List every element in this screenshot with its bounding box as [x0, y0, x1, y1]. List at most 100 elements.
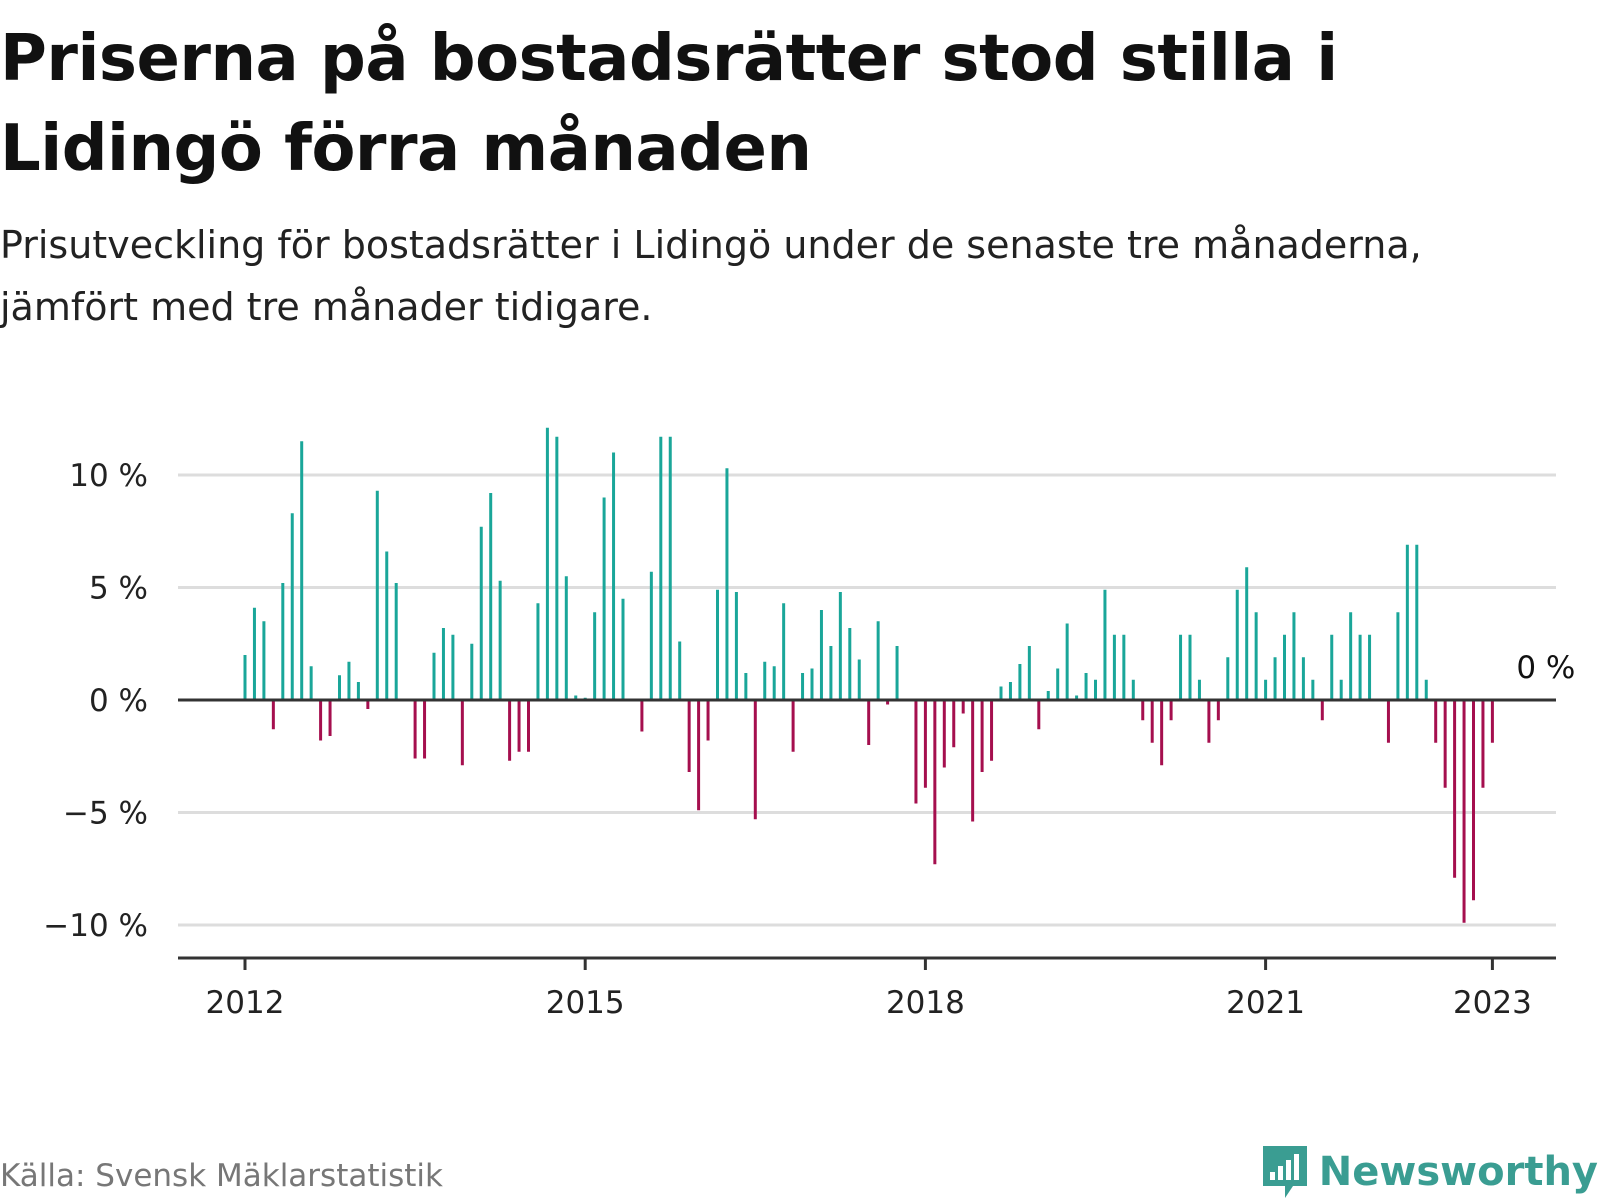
- bar: [999, 686, 1003, 700]
- bar: [782, 603, 786, 700]
- brand-logo[interactable]: Newsworthy: [1261, 1142, 1598, 1202]
- bar: [470, 643, 474, 700]
- bar: [1453, 700, 1457, 878]
- bar: [252, 607, 256, 700]
- bar: [942, 700, 946, 768]
- bar: [848, 628, 852, 700]
- chart-title: Priserna på bostadsrätter stod stilla i …: [0, 22, 1338, 186]
- bar: [290, 513, 294, 700]
- bar: [574, 695, 578, 700]
- bar: [1339, 679, 1343, 700]
- bar: [914, 700, 918, 804]
- bar: [1434, 700, 1438, 743]
- bar: [1424, 679, 1428, 700]
- y-tick-label: −10 %: [43, 908, 148, 944]
- bar: [1368, 634, 1372, 700]
- bar: [791, 700, 795, 752]
- bar: [479, 526, 483, 700]
- bar: [1103, 589, 1107, 700]
- last-value-label: 0 %: [1516, 650, 1575, 686]
- bar: [923, 700, 927, 788]
- bar: [593, 612, 597, 700]
- bar: [356, 682, 360, 700]
- bar: [697, 700, 701, 811]
- bar: [1349, 612, 1353, 700]
- bar: [952, 700, 956, 748]
- bar: [744, 673, 748, 700]
- bar: [460, 700, 464, 766]
- bar: [366, 700, 370, 709]
- bar: [602, 497, 606, 700]
- y-tick-label: 5 %: [89, 571, 148, 607]
- bar: [1084, 673, 1088, 700]
- bar: [668, 436, 672, 700]
- bar: [1207, 700, 1211, 743]
- x-tick-label: 2015: [546, 985, 625, 1021]
- bar: [1415, 544, 1419, 700]
- bar: [1122, 634, 1126, 700]
- bar: [1188, 634, 1192, 700]
- x-tick-label: 2012: [206, 985, 285, 1021]
- bar: [1226, 657, 1230, 700]
- bar: [564, 576, 568, 700]
- x-tick-label: 2021: [1226, 985, 1305, 1021]
- bar: [1197, 679, 1201, 700]
- bar: [309, 666, 313, 700]
- bar: [1141, 700, 1145, 721]
- bar: [1216, 700, 1220, 721]
- bar: [451, 634, 455, 700]
- bar: [1481, 700, 1485, 788]
- bar: [895, 646, 899, 700]
- bar: [441, 628, 445, 700]
- bar: [725, 468, 729, 700]
- bar: [1018, 664, 1022, 700]
- bar: [649, 571, 653, 700]
- bar: [432, 652, 436, 700]
- bar: [1301, 657, 1305, 700]
- bar: [1311, 679, 1315, 700]
- bar: [498, 580, 502, 700]
- bar: [763, 661, 767, 700]
- x-tick-label: 2023: [1453, 985, 1532, 1021]
- bar: [612, 452, 616, 700]
- bar: [243, 655, 247, 700]
- bar: [706, 700, 710, 741]
- grid-lines: [178, 473, 1556, 927]
- bar: [678, 641, 682, 700]
- bar: [545, 427, 549, 700]
- y-axis-tick-labels: 10 % 5 % 0 % −5 % −10 %: [43, 458, 148, 944]
- bar: [801, 673, 805, 700]
- bar: [886, 700, 890, 705]
- bar: [829, 646, 833, 700]
- bar: [1235, 589, 1239, 700]
- bar: [1094, 679, 1097, 700]
- bar: [1008, 682, 1012, 700]
- bar: [1179, 634, 1183, 700]
- bar: [990, 700, 994, 761]
- bar: [687, 700, 691, 772]
- brand-name: Newsworthy: [1318, 1149, 1598, 1195]
- x-axis-ticks: 2012 2015 2018 2021 2023: [206, 958, 1532, 1021]
- bar: [423, 700, 427, 759]
- bar: [640, 700, 644, 732]
- bar: [555, 436, 559, 700]
- y-tick-label: 0 %: [89, 683, 148, 719]
- bar: [1169, 700, 1173, 721]
- bar: [1056, 668, 1060, 700]
- bar: [281, 583, 285, 700]
- bar: [1254, 612, 1258, 700]
- bar: [1396, 612, 1400, 700]
- x-tick-label: 2018: [886, 985, 965, 1021]
- bar: [1264, 679, 1268, 700]
- source-note: Källa: Svensk Mäklarstatistik: [0, 1158, 443, 1194]
- bar: [772, 666, 776, 700]
- bar: [980, 700, 984, 772]
- bar: [1320, 700, 1324, 721]
- bar: [319, 700, 323, 741]
- chart-subtitle: Prisutveckling för bostadsrätter i Lidin…: [0, 223, 1422, 329]
- bar: [1046, 691, 1050, 700]
- bar: [716, 589, 719, 700]
- bar: [527, 700, 530, 752]
- bars: [243, 427, 1494, 923]
- bar: [1472, 700, 1475, 901]
